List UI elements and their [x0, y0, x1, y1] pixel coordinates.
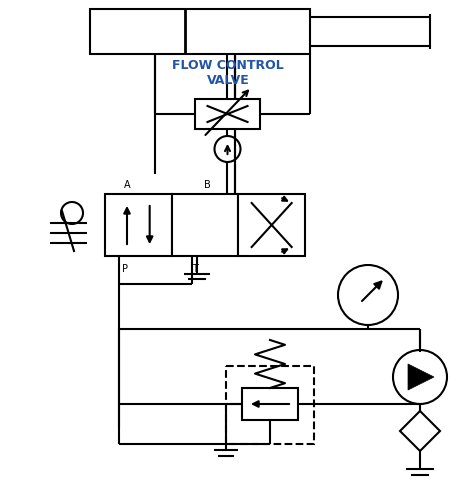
Text: P: P [122, 264, 128, 274]
Polygon shape [400, 411, 440, 451]
Polygon shape [408, 364, 434, 390]
Bar [195, 100, 260, 130]
Bar [238, 194, 305, 257]
Text: B: B [204, 180, 210, 189]
Text: A: A [124, 180, 130, 189]
Bar [242, 388, 298, 420]
Bar [90, 10, 310, 55]
Text: T: T [192, 264, 198, 274]
Bar [226, 366, 314, 444]
Text: FLOW CONTROL
VALVE: FLOW CONTROL VALVE [172, 59, 284, 87]
Bar [105, 194, 172, 257]
Bar [172, 194, 238, 257]
